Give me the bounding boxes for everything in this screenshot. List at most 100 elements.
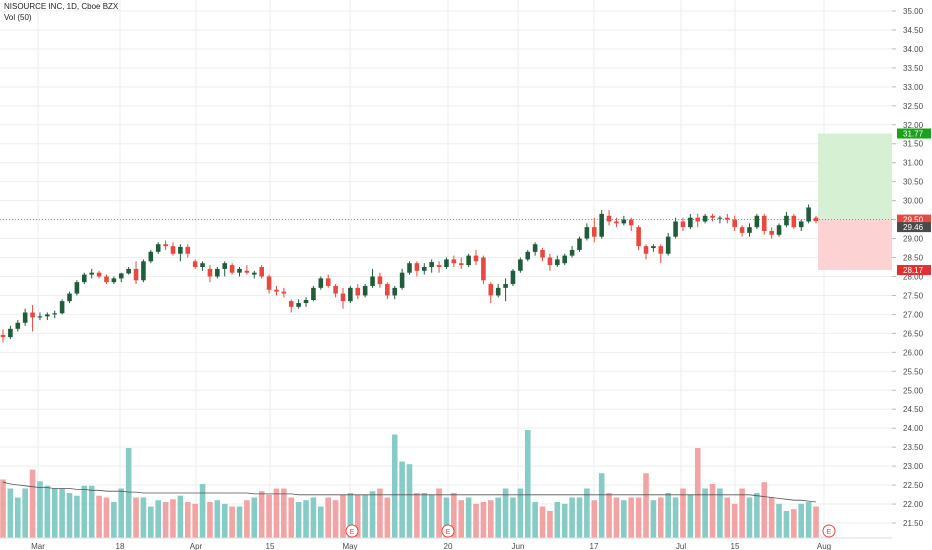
candle-body (163, 244, 168, 247)
volume-bar (406, 464, 413, 538)
candle-body (436, 265, 442, 267)
candle-body (274, 289, 279, 292)
time-axis[interactable]: Mar 18 Apr 15 May 20 Jun 17 Jul 15 Aug (0, 537, 892, 550)
last-price-tag-label: 29.46 (903, 223, 924, 232)
earnings-marker-label: E (350, 529, 355, 536)
earnings-marker-circle (441, 524, 455, 538)
candle-body (673, 221, 678, 237)
candle-body (451, 259, 457, 264)
long-position-tool[interactable] (0, 133, 892, 271)
volume-bar (717, 488, 723, 538)
candle (658, 244, 664, 264)
candle-body (15, 322, 21, 329)
volume-bar (399, 461, 405, 538)
candle (45, 312, 50, 321)
candle (126, 267, 131, 275)
candle (739, 225, 745, 237)
volume-bar (354, 494, 361, 538)
candle (89, 268, 94, 279)
time-tick-label: Mar (31, 542, 45, 550)
candle-body (688, 217, 693, 228)
volume-bar (140, 497, 147, 538)
price-tick-label: 28.00 (903, 272, 924, 281)
volume-bar (332, 500, 339, 538)
volume-bar (428, 494, 435, 538)
candle-body (377, 276, 383, 285)
volume-bar (650, 500, 657, 538)
volume-bar (273, 488, 280, 538)
time-tick-label: 15 (266, 542, 275, 550)
volume-bar (709, 484, 716, 538)
candle-body (791, 215, 797, 228)
volume-bar (207, 502, 213, 538)
candle-body (754, 215, 760, 228)
candle-body (303, 299, 309, 304)
candle (281, 287, 287, 298)
candle (806, 204, 811, 224)
volume-bar (539, 506, 546, 538)
candle-body (665, 236, 671, 254)
price-tick-label: 28.50 (903, 254, 924, 263)
price-tick-label: 24.50 (903, 405, 924, 414)
volume-bar (236, 506, 243, 538)
price-tick-label: 31.00 (903, 159, 924, 168)
volume-bar (680, 488, 686, 538)
earnings-marker[interactable]: E (441, 524, 455, 538)
volume-bar (377, 488, 383, 538)
volume-ma-line (2, 481, 817, 503)
candle (0, 329, 6, 343)
price-tick-label: 34.50 (903, 26, 924, 35)
candle (266, 274, 272, 294)
candle-body (628, 219, 634, 226)
volume-bar (244, 500, 250, 538)
candle-body (577, 238, 582, 250)
price-tick-label: 32.50 (903, 102, 924, 111)
candle (503, 278, 508, 302)
candle (584, 223, 590, 241)
volume-bar (473, 503, 479, 538)
earnings-marker[interactable]: E (345, 524, 359, 538)
candle-body (89, 272, 94, 275)
candle (288, 299, 294, 313)
volume-bar (155, 500, 162, 538)
candle (133, 261, 139, 285)
price-tick-label: 24.00 (903, 424, 924, 433)
candle (436, 261, 442, 273)
price-tick-label: 34.00 (903, 45, 924, 54)
volume-bar (162, 502, 169, 538)
volume-bar (569, 497, 575, 538)
volume-bar (657, 497, 664, 538)
volume-bar (554, 502, 561, 538)
candle (259, 265, 264, 279)
candle-body (591, 227, 597, 237)
volume-bar (768, 497, 775, 538)
volume-bar (414, 493, 420, 538)
volume-bar (148, 506, 154, 538)
candle-body (133, 268, 139, 281)
candle-body (288, 301, 294, 307)
candle (481, 255, 486, 285)
volume-bar (118, 488, 125, 538)
volume-bar (325, 497, 331, 538)
volume-legend: Vol (50) (4, 13, 32, 22)
candle (185, 244, 191, 258)
candle (636, 225, 641, 250)
volume-bar (635, 497, 642, 538)
volume-bar (288, 497, 295, 538)
earnings-marker[interactable]: E (822, 524, 836, 538)
candle-body (82, 274, 87, 283)
volume-bar (739, 488, 745, 538)
volume-bar (458, 500, 465, 538)
price-tick-label: 22.00 (903, 500, 924, 509)
candle-body (584, 227, 590, 239)
volume-bar (266, 494, 272, 538)
candle (717, 215, 723, 224)
candle-body (237, 268, 242, 273)
candle (22, 308, 28, 326)
candle (525, 249, 531, 262)
price-tick-label: 25.50 (903, 367, 924, 376)
candle (569, 246, 575, 258)
volume-bar (59, 488, 65, 538)
